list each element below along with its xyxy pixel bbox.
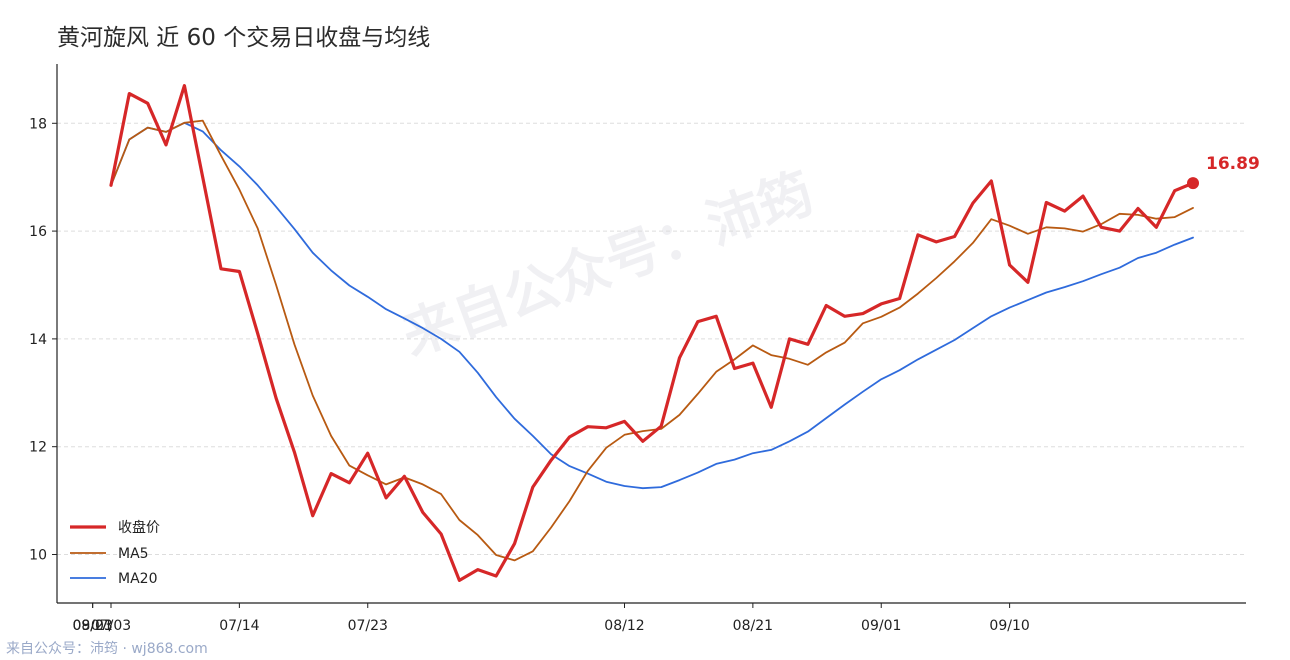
x-tick-label: 07/14 [219,618,259,634]
close-price-line [109,83,1195,583]
x-tick-label: 07/03 [91,618,131,634]
y-tick-label: 12 [29,440,47,456]
last-close-label: 16.89 [1206,154,1260,174]
x-tick-label: 07/23 [348,618,388,634]
x-tick-label: 08/03 [72,618,112,634]
legend-label: MA20 [118,571,157,587]
ma5-line [110,119,1194,562]
grid-lines [57,122,1246,555]
y-tick-label: 16 [29,224,47,240]
axes: 10 12 14 16 18 07/03 07/14 07/23 08/03 08/12 08/21… [29,64,1246,634]
legend-label: 收盘价 [118,519,160,536]
x-tick-label: 09/10 [989,618,1029,634]
series-lines: 16.89 [109,83,1260,583]
legend-label: MA5 [118,546,149,562]
footer-credit: 来自公众号：沛筠 · wj868.com [6,641,208,657]
chart-title: 黄河旋风 近 60 个交易日收盘与均线 [57,25,431,51]
legend: 收盘价 MA5 MA20 [70,519,160,587]
y-tick-label: 14 [29,332,47,348]
x-tick-label: 09/01 [861,618,901,634]
y-tick-label: 18 [29,116,47,132]
y-tick-label: 10 [29,547,47,563]
x-tick-label: 08/21 [733,618,773,634]
last-close-point [1187,177,1199,190]
ma20-line [110,121,1194,490]
x-tick-label: 08/12 [604,618,644,634]
x-tick-label: 09/21 [72,618,112,634]
